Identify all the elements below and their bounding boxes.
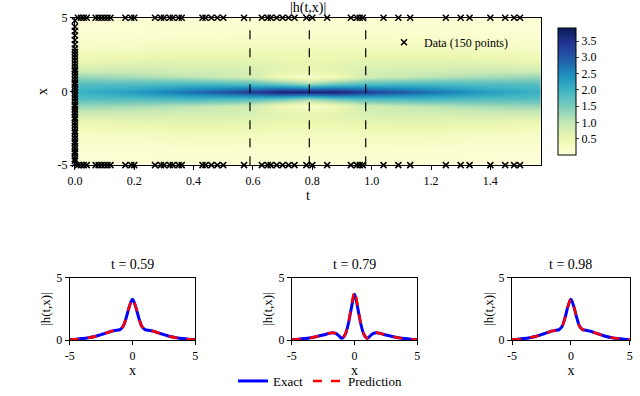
svg-text:0.0: 0.0 (67, 174, 82, 188)
svg-text:0.8: 0.8 (305, 174, 320, 188)
svg-text:-5: -5 (57, 158, 67, 172)
svg-text:1.5: 1.5 (581, 99, 596, 113)
svg-text:0: 0 (499, 333, 505, 347)
svg-text:t: t (306, 188, 310, 203)
svg-text:Exact: Exact (273, 374, 303, 389)
svg-text:5: 5 (278, 271, 284, 285)
svg-text:1.0: 1.0 (364, 174, 379, 188)
svg-text:5: 5 (627, 349, 633, 363)
svg-text:0: 0 (129, 349, 135, 363)
svg-text:5: 5 (56, 271, 62, 285)
svg-text:0: 0 (56, 333, 62, 347)
svg-text:t = 0.79: t = 0.79 (333, 257, 376, 272)
svg-text:t = 0.98: t = 0.98 (549, 257, 592, 272)
svg-text:-5: -5 (65, 349, 75, 363)
svg-text:-5: -5 (507, 349, 517, 363)
svg-text:x: x (129, 363, 136, 378)
svg-text:3.0: 3.0 (581, 50, 596, 64)
svg-text:x: x (35, 88, 50, 95)
svg-text:5: 5 (414, 349, 420, 363)
svg-text:3.5: 3.5 (581, 34, 596, 48)
svg-text:|h(t,x)|: |h(t,x)| (481, 292, 496, 326)
svg-text:x: x (567, 363, 574, 378)
svg-text:|h(t,x)|: |h(t,x)| (260, 292, 275, 326)
svg-text:0.5: 0.5 (581, 132, 596, 146)
svg-text:5: 5 (61, 11, 67, 25)
svg-text:2.5: 2.5 (581, 67, 596, 81)
svg-text:2.0: 2.0 (581, 83, 596, 97)
svg-text:5: 5 (499, 271, 505, 285)
svg-text:0: 0 (568, 349, 574, 363)
svg-text:0: 0 (61, 85, 67, 99)
svg-text:t = 0.59: t = 0.59 (111, 257, 154, 272)
svg-text:5: 5 (192, 349, 198, 363)
svg-text:x: x (351, 363, 358, 378)
svg-text:Prediction: Prediction (348, 374, 402, 389)
svg-text:-5: -5 (287, 349, 297, 363)
svg-text:1.0: 1.0 (581, 116, 596, 130)
svg-text:1.2: 1.2 (424, 174, 439, 188)
svg-text:1.4: 1.4 (483, 174, 498, 188)
svg-text:|h(t,x)|: |h(t,x)| (38, 292, 53, 326)
svg-text:0.6: 0.6 (245, 174, 260, 188)
svg-text:|h(t,x)|: |h(t,x)| (290, 0, 326, 16)
svg-text:0: 0 (352, 349, 358, 363)
svg-text:0.4: 0.4 (186, 174, 201, 188)
svg-text:Data (150 points): Data (150 points) (424, 36, 508, 50)
svg-text:0.2: 0.2 (127, 174, 142, 188)
svg-text:0: 0 (278, 333, 284, 347)
